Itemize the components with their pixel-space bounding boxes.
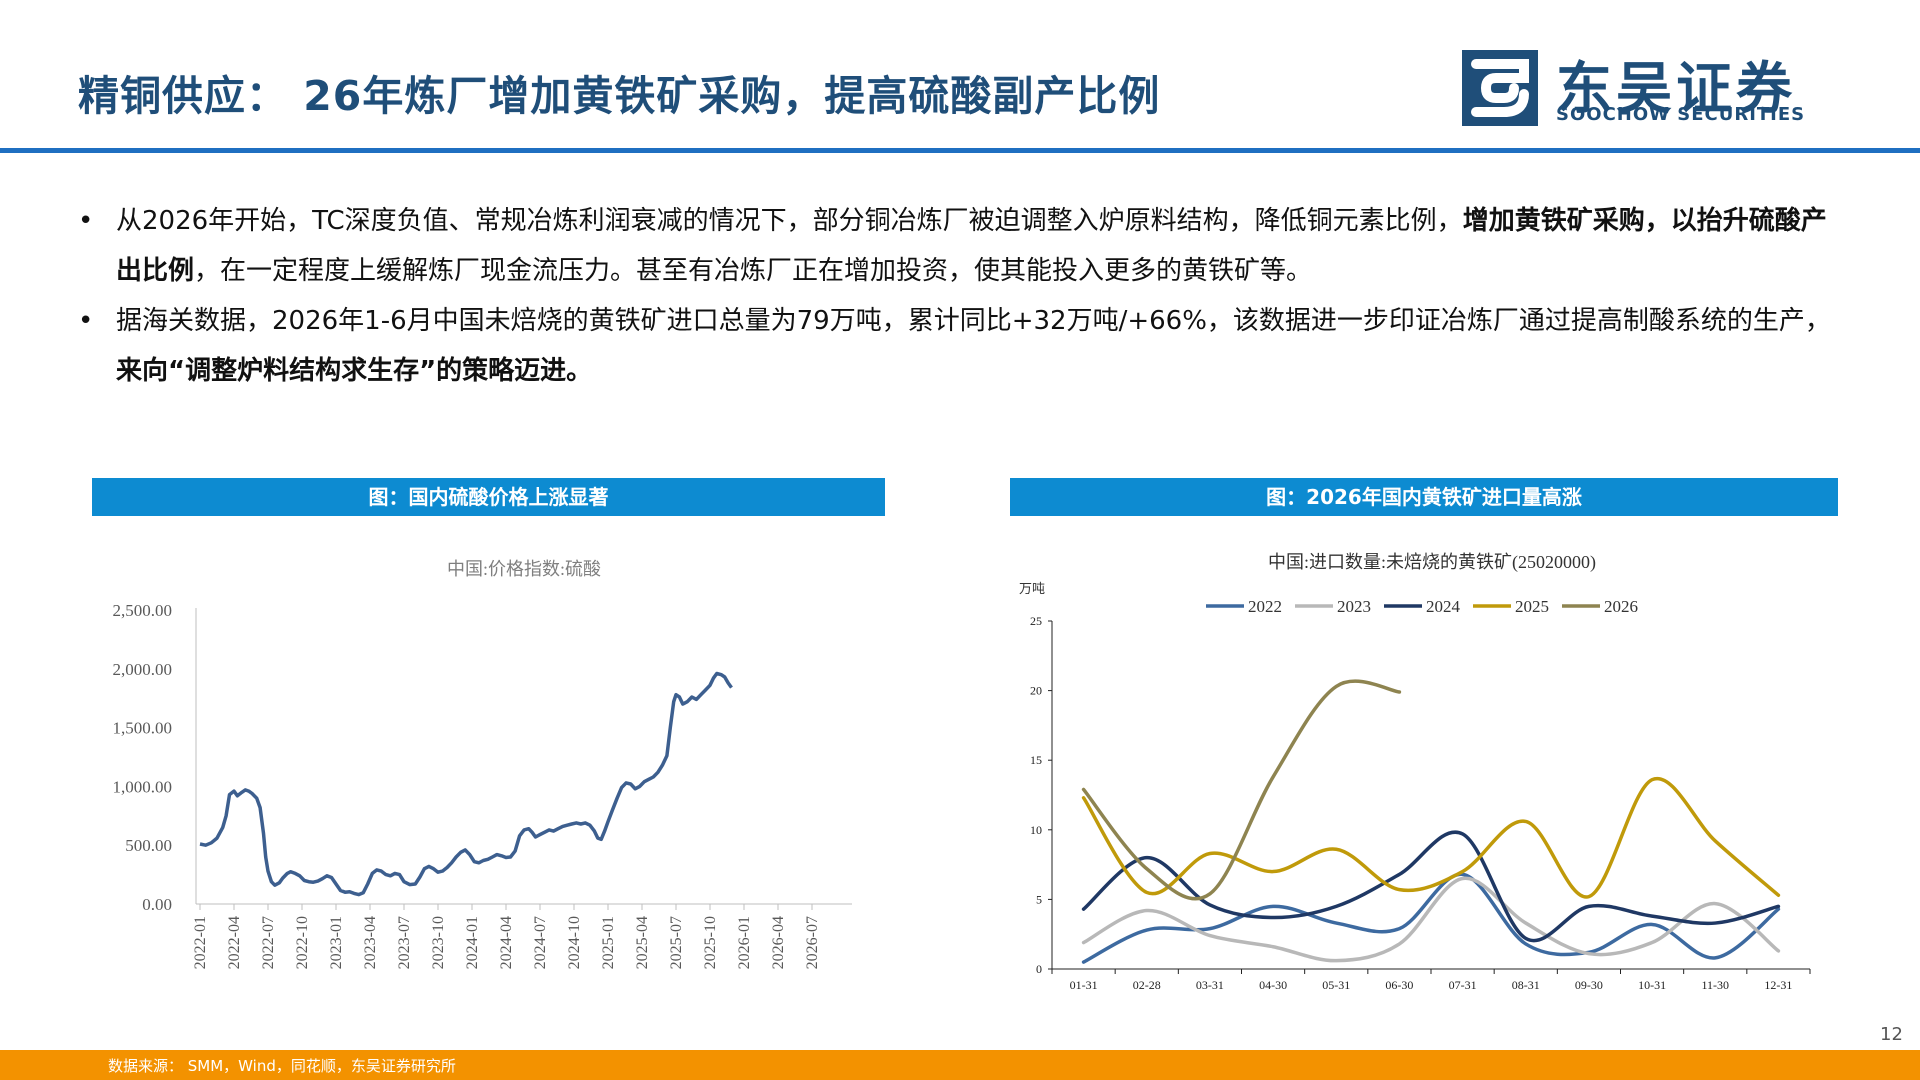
bullet-text-plain: 从2026年开始，TC深度负值、常规冶炼利润衰减的情况下，部分铜冶炼厂被迫调整入… xyxy=(116,206,1463,236)
x-tick-label: 2025-07 xyxy=(668,916,685,969)
x-tick-label: 05-31 xyxy=(1322,978,1350,992)
x-tick-label: 07-31 xyxy=(1449,978,1477,992)
x-tick-label: 2022-01 xyxy=(192,916,209,969)
x-tick-label: 2022-04 xyxy=(226,916,243,969)
x-tick-label: 06-30 xyxy=(1385,978,1413,992)
x-tick-label: 2026-07 xyxy=(804,916,821,969)
y-tick-label: 25 xyxy=(1030,614,1042,628)
x-tick-label: 08-31 xyxy=(1512,978,1540,992)
chart-title: 中国:价格指数:硫酸 xyxy=(447,559,601,579)
x-tick-label: 2024-07 xyxy=(532,916,549,969)
x-tick-label: 2022-07 xyxy=(260,916,277,969)
series-line-2023 xyxy=(1081,876,1781,963)
series-line-2025 xyxy=(1081,776,1781,899)
y-tick-label: 20 xyxy=(1030,684,1042,698)
x-tick-label: 04-30 xyxy=(1259,978,1287,992)
x-tick-label: 2024-04 xyxy=(498,916,515,969)
chart-caption-left: 图：国内硫酸价格上涨显著 xyxy=(92,478,885,516)
bullet-item: • 据海关数据，2026年1-6月中国未焙烧的黄铁矿进口总量为79万吨，累计同比… xyxy=(78,296,1848,396)
series-line-2026 xyxy=(1081,679,1402,901)
chart-title: 中国:进口数量:未焙烧的黄铁矿(25020000) xyxy=(1268,552,1596,573)
legend-label: 2026 xyxy=(1604,597,1638,616)
legend-label: 2023 xyxy=(1337,597,1371,616)
x-tick-label: 2026-04 xyxy=(770,916,787,969)
legend-label: 2024 xyxy=(1426,597,1461,616)
y-axis-unit-label: 万吨 xyxy=(1019,581,1045,596)
bullet-text-plain: 据海关数据，2026年1-6月中国未焙烧的黄铁矿进口总量为79万吨，累计同比+3… xyxy=(116,306,1831,336)
bullet-dot-icon: • xyxy=(78,206,94,236)
x-tick-label: 02-28 xyxy=(1133,978,1161,992)
legend-label: 2022 xyxy=(1248,597,1282,616)
header-divider xyxy=(0,148,1920,153)
x-tick-label: 2025-10 xyxy=(702,916,719,969)
x-tick-label: 2023-01 xyxy=(328,916,345,969)
y-tick-label: 0.00 xyxy=(142,895,172,914)
x-tick-label: 11-30 xyxy=(1701,978,1729,992)
x-tick-label: 2023-10 xyxy=(430,916,447,969)
y-tick-label: 0 xyxy=(1036,962,1042,976)
logo-chinese-name: 东吴证券 xyxy=(1556,57,1796,122)
series-line-2022 xyxy=(1081,872,1781,964)
x-tick-label: 2023-04 xyxy=(362,916,379,969)
x-tick-label: 12-31 xyxy=(1764,978,1792,992)
bullet-item: • 从2026年开始，TC深度负值、常规冶炼利润衰减的情况下，部分铜冶炼厂被迫调… xyxy=(78,196,1848,296)
page-number: 12 xyxy=(1880,1024,1903,1045)
x-tick-label: 2024-01 xyxy=(464,916,481,969)
price-index-line xyxy=(199,671,733,897)
y-tick-label: 15 xyxy=(1030,753,1042,767)
bullet-text-plain: ，在一定程度上缓解炼厂现金流压力。甚至有冶炼厂正在增加投资，使其能投入更多的黄铁… xyxy=(194,256,1313,286)
x-tick-label: 01-31 xyxy=(1070,978,1098,992)
y-tick-label: 1,000.00 xyxy=(113,777,173,796)
x-tick-label: 2025-01 xyxy=(600,916,617,969)
chart-caption-right: 图：2026年国内黄铁矿进口量高涨 xyxy=(1010,478,1838,516)
bullet-text-bold: 来向“调整炉料结构求生存”的策略迈进。 xyxy=(116,356,593,386)
y-tick-label: 5 xyxy=(1036,892,1042,906)
y-tick-label: 500.00 xyxy=(125,836,172,855)
data-source-note: 数据来源： SMM，Wind，同花顺，东吴证券研究所 xyxy=(108,1057,456,1075)
company-logo: 东吴证券 SOOCHOW SECURITIES xyxy=(1462,50,1806,126)
x-tick-label: 2025-04 xyxy=(634,916,651,969)
page-title: 精铜供应： 26年炼厂增加黄铁矿采购，提高硫酸副产比例 xyxy=(78,72,1161,120)
soochow-logo-icon xyxy=(1462,50,1538,126)
y-tick-label: 10 xyxy=(1030,823,1042,837)
x-tick-label: 2022-10 xyxy=(294,916,311,969)
x-tick-label: 09-30 xyxy=(1575,978,1603,992)
x-tick-label: 10-31 xyxy=(1638,978,1666,992)
x-tick-label: 03-31 xyxy=(1196,978,1224,992)
bullet-text: 从2026年开始，TC深度负值、常规冶炼利润衰减的情况下，部分铜冶炼厂被迫调整入… xyxy=(116,196,1848,296)
y-tick-label: 1,500.00 xyxy=(113,719,173,738)
sulfuric-acid-price-chart: 中国:价格指数:硫酸 2,500.00 2,000.00 1,500.00 1,000.… xyxy=(113,559,852,969)
x-tick-label: 2023-07 xyxy=(396,916,413,969)
y-tick-label: 2,500.00 xyxy=(113,601,173,620)
bullet-dot-icon: • xyxy=(78,306,94,336)
pyrite-import-chart: 中国:进口数量:未焙烧的黄铁矿(25020000) 万吨 2022 2023 2024 2… xyxy=(1019,552,1811,992)
bullet-text-bold: 增加黄铁矿采购，以抬升硫酸产出比例 xyxy=(116,206,1827,286)
footer-bar: 数据来源： SMM，Wind，同花顺，东吴证券研究所 xyxy=(0,1050,1920,1080)
x-tick-label: 2026-01 xyxy=(736,916,753,969)
legend-label: 2025 xyxy=(1515,597,1549,616)
bullet-text: 据海关数据，2026年1-6月中国未焙烧的黄铁矿进口总量为79万吨，累计同比+3… xyxy=(116,296,1848,396)
x-tick-label: 2024-10 xyxy=(566,916,583,969)
y-tick-label: 2,000.00 xyxy=(113,660,173,679)
bullet-list: • 从2026年开始，TC深度负值、常规冶炼利润衰减的情况下，部分铜冶炼厂被迫调… xyxy=(78,196,1848,396)
logo-english-name: SOOCHOW SECURITIES xyxy=(1556,104,1806,125)
